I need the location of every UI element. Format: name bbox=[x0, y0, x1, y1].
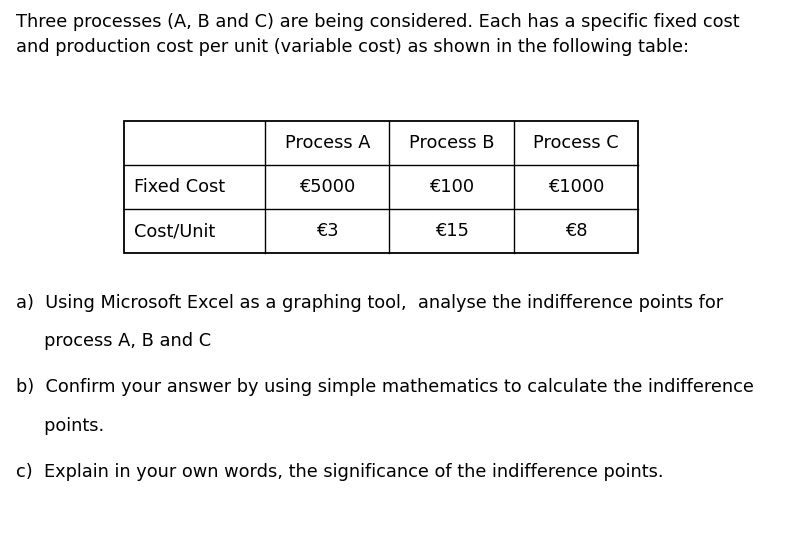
Text: points.: points. bbox=[16, 417, 104, 435]
Text: process A, B and C: process A, B and C bbox=[16, 332, 211, 350]
Text: Process C: Process C bbox=[533, 134, 618, 152]
Text: Fixed Cost: Fixed Cost bbox=[134, 178, 225, 196]
Text: €5000: €5000 bbox=[298, 178, 355, 196]
Text: b)  Confirm your answer by using simple mathematics to calculate the indifferenc: b) Confirm your answer by using simple m… bbox=[16, 378, 753, 396]
Text: €1000: €1000 bbox=[547, 178, 604, 196]
Bar bbox=[124, 121, 638, 253]
Text: €100: €100 bbox=[428, 178, 474, 196]
Text: Three processes (A, B and C) are being considered. Each has a specific fixed cos: Three processes (A, B and C) are being c… bbox=[16, 13, 739, 56]
Text: a)  Using Microsoft Excel as a graphing tool,  analyse the indifference points f: a) Using Microsoft Excel as a graphing t… bbox=[16, 294, 723, 312]
Text: Process B: Process B bbox=[408, 134, 494, 152]
Text: €15: €15 bbox=[434, 222, 468, 240]
Text: c)  Explain in your own words, the significance of the indifference points.: c) Explain in your own words, the signif… bbox=[16, 463, 662, 480]
Text: Cost/Unit: Cost/Unit bbox=[134, 222, 215, 240]
Text: €3: €3 bbox=[315, 222, 338, 240]
Text: Process A: Process A bbox=[284, 134, 370, 152]
Text: €8: €8 bbox=[564, 222, 587, 240]
